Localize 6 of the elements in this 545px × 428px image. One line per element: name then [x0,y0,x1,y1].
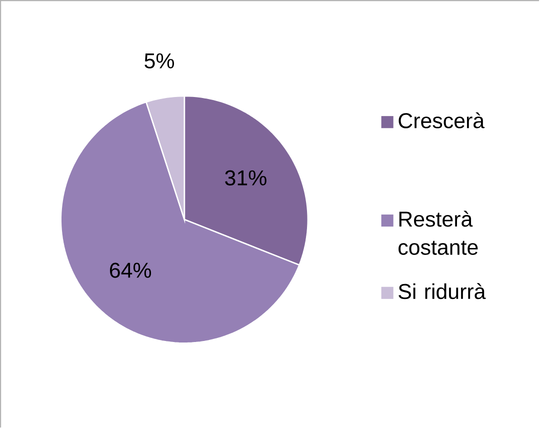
data-label: 31% [225,170,266,186]
legend-label: Crescerà [398,112,485,128]
data-label: 5% [144,53,174,68]
data-label: 64% [110,262,152,278]
legend-label: Si ridurrà [398,283,486,300]
legend-label: Resterà costante [398,210,478,255]
